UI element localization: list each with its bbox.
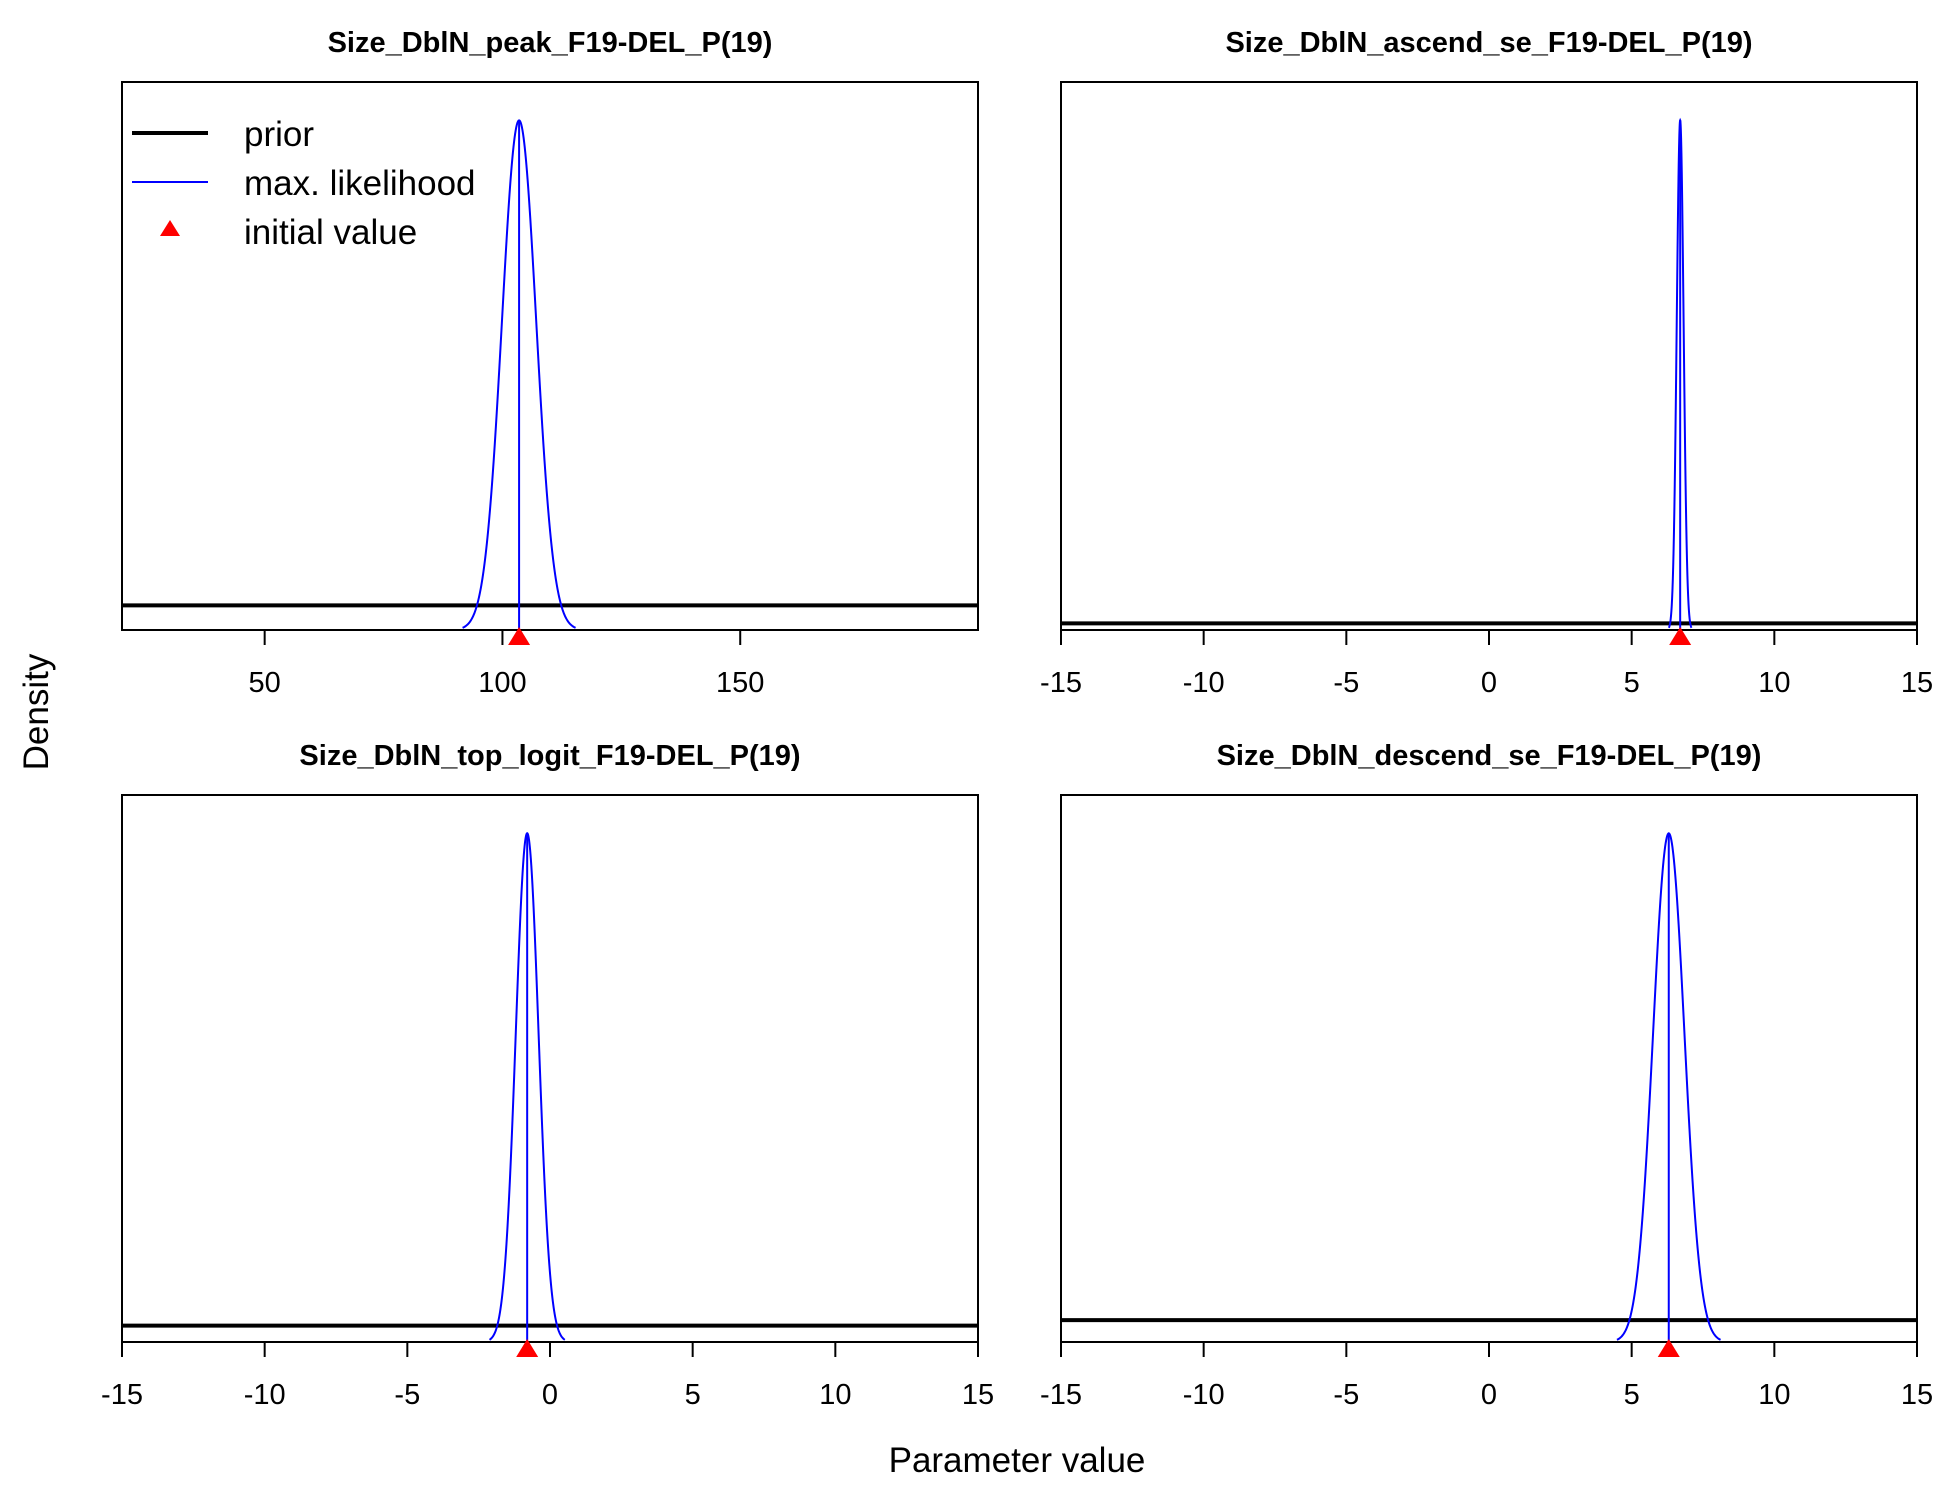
legend-initial-value-label: initial value [244,213,417,252]
legend: prior max. likelihood initial value [132,115,476,252]
x-tick-label: 150 [716,667,764,699]
x-tick-label: -15 [1040,667,1082,699]
x-tick-label: 0 [1481,1379,1497,1411]
x-tick-label: -5 [1333,667,1359,699]
legend-mle-label: max. likelihood [244,164,476,203]
x-tick-label: 5 [685,1379,701,1411]
panel-title: Size_DblN_descend_se_F19-DEL_P(19) [1217,740,1762,772]
x-tick-label: 10 [1758,667,1790,699]
legend-prior-label: prior [244,115,314,154]
x-tick-label: -10 [1183,667,1225,699]
x-tick-label: -10 [1183,1379,1225,1411]
x-tick-label: 0 [542,1379,558,1411]
x-tick-label: 50 [249,667,281,699]
panel-title: Size_DblN_peak_F19-DEL_P(19) [328,27,773,59]
x-tick-label: -15 [101,1379,143,1411]
x-axis-title: Parameter value [889,1441,1146,1480]
plot-frame [121,794,979,1343]
panel-1: Size_DblN_peak_F19-DEL_P(19) 50 100 150 [121,27,979,699]
x-tick-label: 10 [819,1379,851,1411]
panel-3: Size_DblN_top_logit_F19-DEL_P(19) -15 -10 -… [101,740,994,1411]
x-tick-label: -5 [394,1379,420,1411]
x-tick-label: 5 [1624,667,1640,699]
x-tick-label: 15 [1901,667,1933,699]
legend-initial-value-marker [160,220,180,236]
panel-2: Size_DblN_ascend_se_F19-DEL_P(19) -15 -10 -… [1040,27,1933,699]
initial-value-marker [508,627,531,645]
initial-value-marker [1657,1339,1680,1357]
x-tick-label: 5 [1624,1379,1640,1411]
x-tick-label: 100 [478,667,526,699]
x-tick-label: -15 [1040,1379,1082,1411]
initial-value-marker [1669,627,1692,645]
panels: Size_DblN_peak_F19-DEL_P(19)50 100 150Size… [101,27,1933,1411]
initial-value-marker [516,1339,539,1357]
y-axis-title: Density [17,653,56,770]
x-tick-label: -10 [244,1379,286,1411]
plot-frame [1060,81,1918,631]
panel-title: Size_DblN_ascend_se_F19-DEL_P(19) [1225,27,1752,59]
plot-frame [121,81,979,631]
x-tick-label: 10 [1758,1379,1790,1411]
x-tick-label: 0 [1481,667,1497,699]
x-tick-label: 15 [962,1379,994,1411]
plot-frame [1060,794,1918,1343]
panel-4: Size_DblN_descend_se_F19-DEL_P(19) -15 -10… [1040,740,1933,1411]
panel-title: Size_DblN_top_logit_F19-DEL_P(19) [299,740,800,772]
x-tick-label: -5 [1333,1379,1359,1411]
x-tick-label: 15 [1901,1379,1933,1411]
